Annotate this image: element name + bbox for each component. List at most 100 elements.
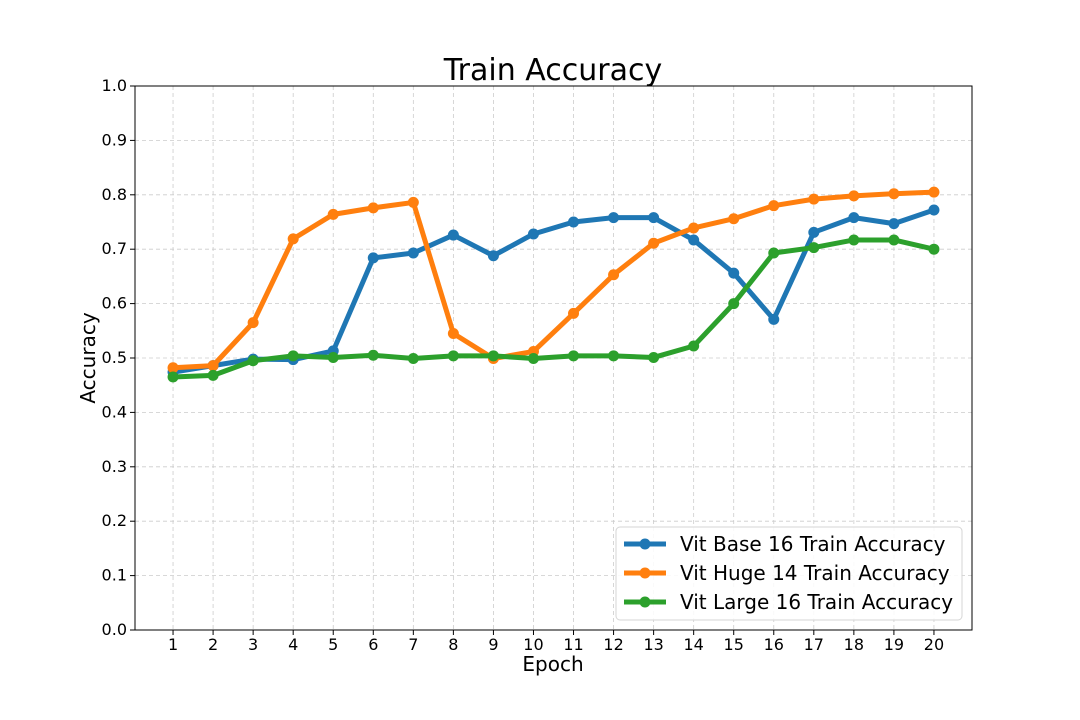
data-point — [768, 313, 780, 325]
data-point — [728, 298, 740, 310]
data-point — [688, 222, 700, 234]
data-point — [487, 350, 499, 362]
x-tick-label: 3 — [248, 635, 258, 654]
legend-swatch-marker — [639, 596, 651, 608]
y-tick-label: 0.8 — [102, 185, 127, 204]
data-point — [808, 193, 820, 205]
data-point — [327, 208, 339, 220]
series-line — [170, 189, 937, 371]
data-point — [167, 371, 179, 383]
data-point — [207, 360, 219, 372]
y-tick-label: 0.3 — [102, 457, 127, 476]
data-point — [527, 353, 539, 365]
data-point — [167, 362, 179, 374]
x-tick-label: 7 — [408, 635, 418, 654]
y-tick-label: 0.7 — [102, 239, 127, 258]
y-tick-label: 0.0 — [102, 620, 127, 639]
data-point — [928, 186, 940, 198]
legend-label: Vit Base 16 Train Accuracy — [680, 532, 946, 556]
data-point — [768, 200, 780, 212]
data-point — [367, 349, 379, 361]
data-point — [888, 188, 900, 200]
legend-swatch-marker — [639, 538, 651, 550]
x-tick-label: 16 — [764, 635, 784, 654]
data-point — [568, 216, 580, 228]
data-point — [247, 355, 259, 367]
data-point — [848, 234, 860, 246]
data-point — [447, 328, 459, 340]
y-tick-label: 0.5 — [102, 348, 127, 367]
x-tick-label: 6 — [368, 635, 378, 654]
legend-item: Vit Huge 14 Train Accuracy — [624, 561, 950, 585]
data-point — [608, 350, 620, 362]
data-point — [287, 233, 299, 245]
data-point — [447, 350, 459, 362]
data-point — [928, 243, 940, 255]
x-tick-label: 15 — [724, 635, 744, 654]
data-point — [287, 350, 299, 362]
data-point — [447, 229, 459, 241]
x-tick-label: 8 — [448, 635, 458, 654]
data-point — [527, 228, 539, 240]
x-tick-label: 14 — [683, 635, 703, 654]
x-tick-label: 18 — [844, 635, 864, 654]
data-point — [568, 307, 580, 319]
data-point — [928, 204, 940, 216]
data-point — [367, 202, 379, 214]
legend-label: Vit Huge 14 Train Accuracy — [680, 561, 950, 585]
data-point — [207, 369, 219, 381]
x-tick-label: 5 — [328, 635, 338, 654]
legend-swatch-marker — [639, 567, 651, 579]
data-point — [648, 237, 660, 249]
y-tick-label: 0.2 — [102, 511, 127, 530]
y-tick-label: 1.0 — [102, 76, 127, 95]
legend-label: Vit Large 16 Train Accuracy — [680, 590, 953, 614]
data-point — [648, 351, 660, 363]
data-point — [608, 212, 620, 224]
x-tick-label: 2 — [208, 635, 218, 654]
legend: Vit Base 16 Train Accuracy Vit Huge 14 Tr… — [615, 526, 963, 621]
y-axis-title: Accuracy — [76, 312, 100, 403]
data-point — [688, 340, 700, 352]
data-point — [247, 317, 259, 329]
axes: 0.00.10.20.30.40.50.60.70.80.91.01 2 3 4 5 6 7… — [102, 76, 973, 654]
x-tick-label: 11 — [563, 635, 583, 654]
data-point — [407, 247, 419, 259]
x-tick-label: 4 — [288, 635, 298, 654]
series-line — [170, 207, 937, 375]
series-line — [170, 237, 937, 380]
data-point — [367, 252, 379, 264]
data-point — [808, 242, 820, 254]
x-tick-label: 12 — [603, 635, 623, 654]
y-tick-label: 0.6 — [102, 294, 127, 313]
data-point — [407, 353, 419, 365]
x-tick-label: 20 — [924, 635, 944, 654]
y-tick-label: 0.9 — [102, 130, 127, 149]
data-point — [648, 212, 660, 224]
series-3 — [167, 234, 940, 383]
x-tick-label: 9 — [488, 635, 498, 654]
data-point — [487, 250, 499, 262]
legend-item: Vit Base 16 Train Accuracy — [624, 532, 946, 556]
x-tick-label: 1 — [168, 635, 178, 654]
x-tick-label: 19 — [884, 635, 904, 654]
data-point — [888, 218, 900, 230]
data-point — [327, 351, 339, 363]
data-point — [728, 267, 740, 279]
series-lines — [167, 186, 940, 383]
x-axis-title: Epoch — [522, 652, 583, 676]
data-point — [608, 269, 620, 281]
x-tick-label: 10 — [523, 635, 543, 654]
data-point — [407, 196, 419, 208]
data-point — [848, 212, 860, 224]
data-point — [568, 350, 580, 362]
legend-box — [615, 526, 963, 621]
y-tick-label: 0.4 — [102, 402, 127, 421]
series-1 — [167, 204, 940, 378]
x-tick-label: 13 — [643, 635, 663, 654]
data-point — [768, 247, 780, 259]
data-point — [808, 226, 820, 238]
data-point — [688, 234, 700, 246]
x-tick-label: 17 — [804, 635, 824, 654]
